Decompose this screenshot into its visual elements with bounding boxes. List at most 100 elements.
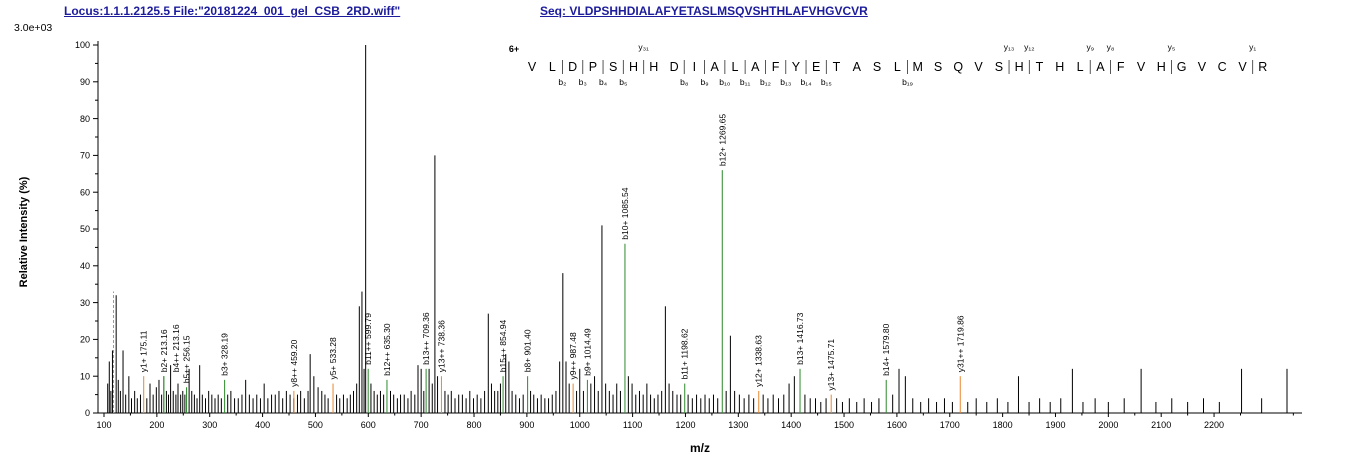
- peptide-residue: C: [1218, 60, 1227, 74]
- peak-annotation-label: y12+ 1338.63: [754, 335, 764, 387]
- peptide-residue: L: [894, 60, 901, 74]
- b-ion-marker: b₁₂: [760, 77, 771, 87]
- peptide-residue: V: [1198, 60, 1207, 74]
- x-tick-label: 1100: [623, 420, 642, 430]
- x-tick-label: 900: [519, 420, 534, 430]
- y-ion-marker: y₈: [1107, 42, 1115, 52]
- peak-annotation-label: y13++ 738.36: [436, 320, 446, 372]
- y-ion-marker: y₉: [1086, 42, 1094, 52]
- peptide-residue: Y: [792, 60, 801, 74]
- peak-annotation-label: b12+ 1269.65: [717, 114, 727, 167]
- x-tick-label: 1300: [728, 420, 748, 430]
- peak-annotation-label: b8+ 901.40: [523, 329, 533, 372]
- peptide-residue: S: [873, 60, 881, 74]
- x-tick-label: 1500: [834, 420, 854, 430]
- x-tick-label: 1000: [570, 420, 590, 430]
- peptide-residue: V: [1238, 60, 1247, 74]
- peak-annotation-label: b11+ 1198.62: [680, 328, 690, 379]
- y-tick-label: 80: [80, 114, 90, 124]
- b-ion-marker: b₄: [599, 77, 608, 87]
- peptide-residue: L: [732, 60, 739, 74]
- x-tick-label: 1400: [781, 420, 801, 430]
- x-tick-label: 200: [149, 420, 164, 430]
- peptide-residue: S: [995, 60, 1003, 74]
- peptide-residue: I: [693, 60, 696, 74]
- y-tick-label: 30: [80, 298, 90, 308]
- peptide-residue: L: [1077, 60, 1084, 74]
- x-tick-label: 2000: [1098, 420, 1118, 430]
- x-tick-label: 500: [308, 420, 323, 430]
- peptide-residue: T: [1036, 60, 1044, 74]
- peptide-residue: V: [1137, 60, 1146, 74]
- seq-label: Seq:: [540, 4, 567, 18]
- b-ion-marker: b₈: [680, 77, 689, 87]
- peptide-residue: A: [853, 60, 862, 74]
- sequence-link[interactable]: Seq: VLDPSHHDIALAFYETASLMSQVSHTHLAFVHGVC…: [540, 4, 868, 18]
- x-tick-label: 600: [361, 420, 376, 430]
- peptide-residue: G: [1177, 60, 1187, 74]
- peptide-residue: H: [1055, 60, 1064, 74]
- peak-annotation-label: b3+ 328.19: [220, 333, 230, 376]
- peptide-residue: A: [751, 60, 760, 74]
- peptide-residue: P: [589, 60, 597, 74]
- peak-annotation-label: b9+ 1014.49: [582, 328, 592, 376]
- y-tick-label: 0: [85, 408, 90, 418]
- y-ion-marker: y₅: [1168, 42, 1176, 52]
- peak-annotation-label: b13++ 709.36: [421, 312, 431, 365]
- peptide-residue: R: [1258, 60, 1267, 74]
- peptide-residue: S: [934, 60, 942, 74]
- x-tick-label: 1900: [1045, 420, 1065, 430]
- peptide-residue: H: [629, 60, 638, 74]
- x-tick-label: 2100: [1151, 420, 1171, 430]
- y-axis-title: Relative Intensity (%): [18, 176, 30, 287]
- b-ion-marker: b₁₅: [821, 77, 832, 87]
- y-tick-label: 10: [80, 371, 90, 381]
- y-tick-label: 60: [80, 187, 90, 197]
- intensity-scale-label: 3.0e+03: [14, 22, 52, 34]
- peptide-residue: E: [812, 60, 820, 74]
- peak-annotation-label: b14+ 1579.80: [881, 323, 891, 376]
- x-tick-label: 800: [467, 420, 482, 430]
- b-ion-marker: b₁₁: [740, 77, 751, 87]
- b-ion-marker: b₃: [579, 77, 587, 87]
- x-tick-label: 100: [96, 420, 111, 430]
- y-tick-label: 40: [80, 261, 90, 271]
- peptide-residue: T: [833, 60, 841, 74]
- peptide-residue: V: [528, 60, 537, 74]
- peak-annotation-label: b12++ 635.30: [382, 323, 392, 376]
- y-ion-marker: y₃₁: [638, 42, 649, 52]
- x-tick-label: 1200: [675, 420, 695, 430]
- x-tick-label: 400: [255, 420, 270, 430]
- peptide-residue: L: [549, 60, 556, 74]
- x-tick-label: 1700: [940, 420, 960, 430]
- peptide-residue: S: [609, 60, 617, 74]
- b-ion-marker: b₁₀: [719, 77, 731, 87]
- x-tick-label: 700: [414, 420, 429, 430]
- y-ion-marker: y₁₂: [1024, 42, 1034, 52]
- x-axis-title: m/z: [690, 441, 710, 455]
- peak-annotation-label: b11++ 599.79: [363, 313, 373, 365]
- peptide-residue: F: [772, 60, 780, 74]
- peptide-residue: H: [1015, 60, 1024, 74]
- y-tick-label: 20: [80, 335, 90, 345]
- precursor-charge-label: 6+: [509, 44, 519, 54]
- peak-annotation-label: y5+ 533.28: [328, 337, 338, 380]
- x-tick-label: 300: [202, 420, 217, 430]
- y-tick-label: 70: [80, 151, 90, 161]
- peak-annotation-label: b13+ 1416.73: [795, 312, 805, 365]
- peak-annotation-label: b2+ 213.16: [159, 329, 169, 372]
- b-ion-marker: b₁₉: [902, 77, 913, 87]
- peak-annotation-label: b5++ 256.15: [182, 335, 192, 383]
- peptide-residue: M: [912, 60, 922, 74]
- b-ion-marker: b₁₃: [780, 77, 791, 87]
- y-tick-label: 50: [80, 224, 90, 234]
- locus-file-link[interactable]: Locus:1.1.1.2125.5 File:"20181224_001_ge…: [64, 4, 401, 18]
- peak-annotation-label: b10+ 1085.54: [620, 187, 630, 240]
- peptide-residue: D: [670, 60, 679, 74]
- peptide-residue: V: [974, 60, 983, 74]
- b-ion-marker: b₅: [619, 77, 627, 87]
- sequence-text: VLDPSHHDIALAFYETASLMSQVSHTHLAFVHGVCVR: [569, 4, 868, 18]
- peptide-residue: F: [1117, 60, 1125, 74]
